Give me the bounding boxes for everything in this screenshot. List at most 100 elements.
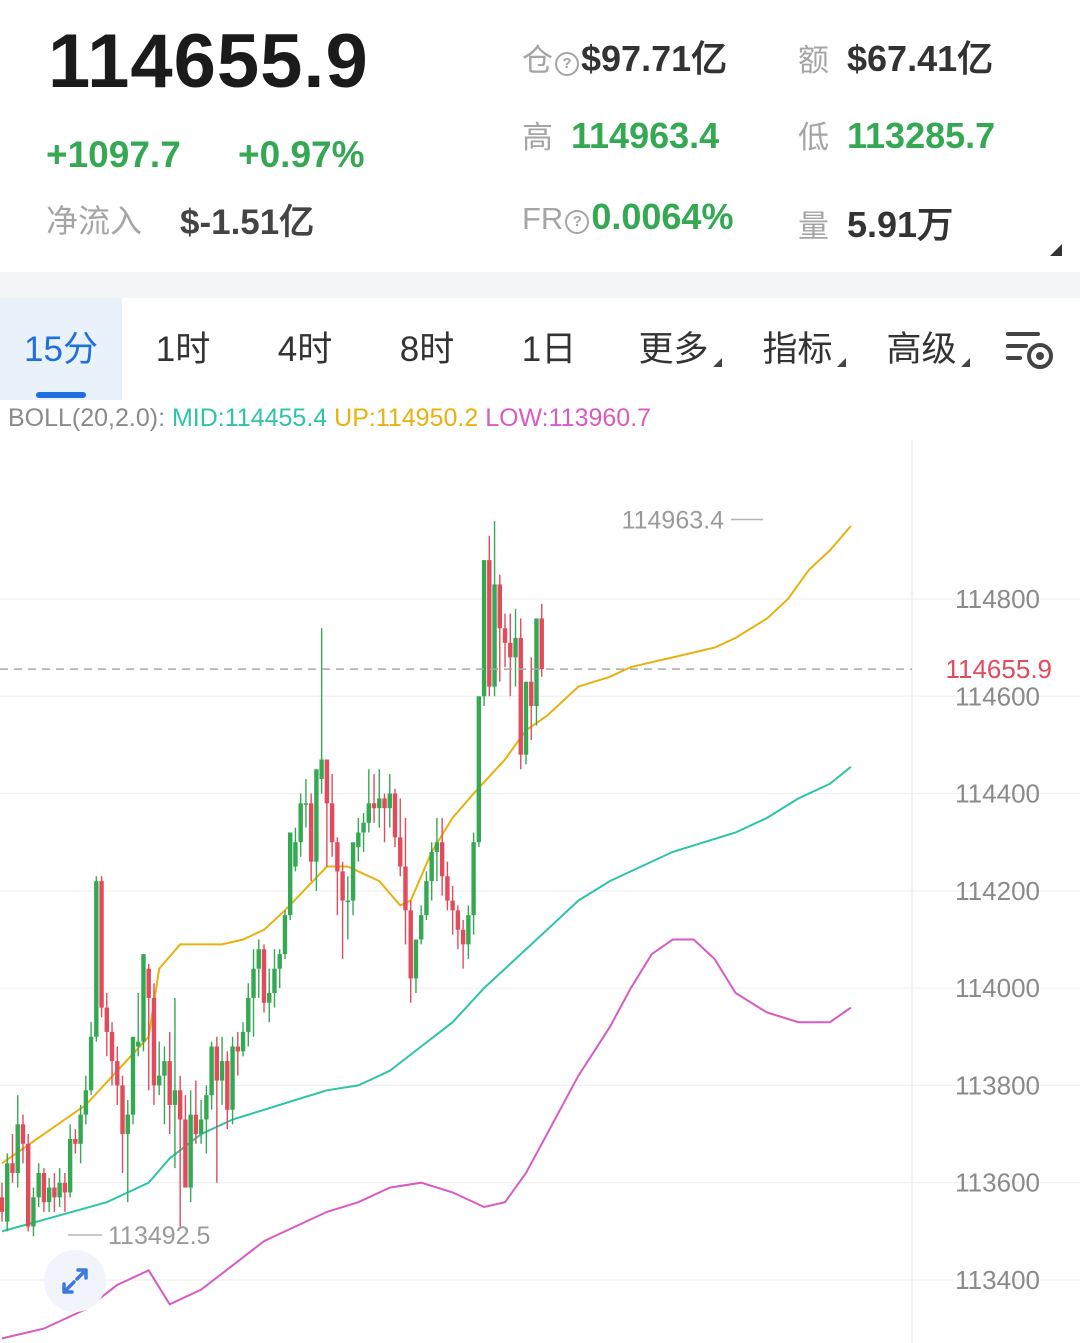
candle-body <box>193 1114 199 1135</box>
candle-body <box>5 1163 10 1222</box>
candle-body <box>387 793 392 809</box>
volume-stat: 量 5.91万 <box>798 196 953 248</box>
tab-1d[interactable]: 1日 <box>521 330 577 369</box>
candle-body <box>251 968 256 998</box>
candle-body <box>324 759 330 804</box>
candle-body <box>345 900 351 903</box>
boll-mid-line <box>1 766 852 1233</box>
candle-body <box>235 1046 240 1052</box>
candle-body <box>151 997 157 1086</box>
funding-rate-stat: FR? 0.0064% <box>522 196 733 238</box>
candle-body <box>267 993 272 1003</box>
help-icon[interactable]: ? <box>555 52 579 76</box>
open-interest-value: $97.71亿 <box>581 38 728 79</box>
candle-body <box>319 759 324 779</box>
candle-body <box>141 954 146 1042</box>
tab-4h[interactable]: 4时 <box>277 330 333 369</box>
candle-body <box>188 1114 193 1188</box>
tab-indicators[interactable]: 指标 <box>744 298 864 400</box>
candle-body <box>282 915 288 955</box>
candle-body <box>460 929 466 945</box>
low-stat: 低 113285.7 <box>798 112 995 157</box>
section-divider <box>0 272 1080 298</box>
candle-body <box>434 842 440 852</box>
y-tick-label: 114000 <box>955 973 1040 1003</box>
tab-more[interactable]: 更多 <box>620 298 740 400</box>
tab-advanced[interactable]: 高级 <box>868 298 988 400</box>
candle-body <box>99 881 104 1008</box>
y-tick-label: 114800 <box>955 584 1040 614</box>
candlestick-chart[interactable]: 114800 114600 114400 114200 114000 113800 1136… <box>0 440 1080 1343</box>
candle-body <box>455 910 461 930</box>
dropdown-icon <box>712 358 722 367</box>
boll-up-line <box>1 525 852 1165</box>
candle-body <box>67 1138 73 1193</box>
dropdown-icon <box>960 358 970 367</box>
candle-body <box>298 803 303 843</box>
candle-body <box>261 949 267 1003</box>
candle-body <box>529 681 534 707</box>
boll-mid: MID:114455.4 <box>171 404 328 432</box>
candle-body <box>502 628 508 643</box>
candle-body <box>146 968 151 998</box>
candle-body <box>52 1187 57 1198</box>
boll-up: UP:114950.2 <box>334 404 479 432</box>
candle-body <box>36 1172 41 1198</box>
funding-rate-value: 0.0064% <box>591 196 734 237</box>
tab-more-label: 更多 <box>638 330 709 369</box>
candle-body <box>104 1007 109 1032</box>
boll-name: BOLL(20,2.0): <box>8 404 166 432</box>
turnover-label: 额 <box>798 43 829 78</box>
candle-body <box>481 560 487 697</box>
candle-body <box>125 1114 130 1135</box>
candle-body <box>157 1075 162 1086</box>
candle-body <box>162 1061 167 1076</box>
candle-body <box>225 1061 230 1110</box>
settings-icon[interactable] <box>1004 326 1056 374</box>
volume-value: 5.91万 <box>847 204 954 245</box>
candle-body <box>523 681 529 755</box>
boll-low-line <box>1 938 852 1340</box>
tab-15m[interactable]: 15分 <box>0 298 122 400</box>
candle-body <box>256 949 261 969</box>
tab-1h[interactable]: 1时 <box>155 330 211 369</box>
candle-body <box>335 842 340 872</box>
candle-body <box>329 803 335 843</box>
expand-header-icon[interactable] <box>1050 244 1062 256</box>
candle-body <box>78 1114 83 1144</box>
candle-body <box>20 1124 26 1144</box>
candle-body <box>382 798 387 809</box>
candle-body <box>83 1090 89 1115</box>
candle-body <box>476 696 482 843</box>
y-tick-label: 114600 <box>955 681 1040 711</box>
price-change-abs: +1097.7 <box>46 134 181 175</box>
candle-body <box>356 832 361 848</box>
candle-body <box>209 1046 214 1096</box>
candle-body <box>94 881 99 1037</box>
candle-body <box>246 997 251 1032</box>
current-price-label: 114655.9 <box>945 654 1052 684</box>
candle-body <box>198 1119 204 1135</box>
candle-body <box>88 1036 94 1091</box>
high-stat: 高 114963.4 <box>522 112 719 157</box>
candle-body <box>340 871 345 901</box>
candle-body <box>350 842 356 901</box>
candle-body <box>214 1046 220 1081</box>
candle-body <box>115 1061 120 1086</box>
candle-body <box>15 1124 20 1173</box>
tab-8h[interactable]: 8时 <box>399 330 455 369</box>
candle-body <box>492 584 497 687</box>
volume-label: 量 <box>798 209 829 244</box>
candle-body <box>10 1163 15 1173</box>
candle-body <box>377 798 382 809</box>
candle-body <box>204 1095 209 1120</box>
expand-icon[interactable] <box>44 1250 106 1312</box>
candle-body <box>31 1197 36 1227</box>
candle-body <box>424 881 429 916</box>
candle-body <box>497 584 502 629</box>
candle-body <box>167 1061 172 1105</box>
low-value: 113285.7 <box>847 115 996 156</box>
y-tick-label: 113400 <box>955 1265 1040 1295</box>
help-icon[interactable]: ? <box>565 210 590 234</box>
candle-body <box>392 793 398 838</box>
